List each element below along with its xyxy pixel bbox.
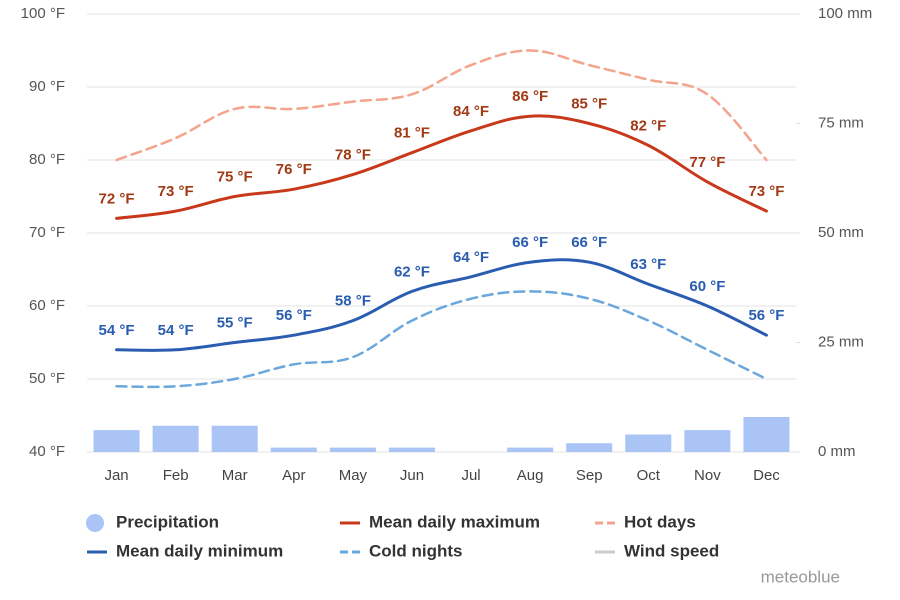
legend-item: Precipitation xyxy=(86,512,219,532)
y-tick-label: 100 °F xyxy=(21,5,65,22)
legend-label: Hot days xyxy=(624,512,696,531)
x-tick-label: Feb xyxy=(163,467,189,484)
data-label: 66 °F xyxy=(512,234,548,251)
legend-item: Hot days xyxy=(595,512,696,531)
series-line xyxy=(115,49,768,162)
data-label: 85 °F xyxy=(571,95,607,112)
y-tick-label: 40 °F xyxy=(29,443,65,460)
legend-label: Precipitation xyxy=(116,512,219,531)
data-label: 64 °F xyxy=(453,249,489,266)
legend-item: Cold nights xyxy=(340,541,462,560)
precip-bar xyxy=(388,447,435,452)
precip-bar xyxy=(566,443,613,452)
data-label: 55 °F xyxy=(217,314,253,331)
legend-item: Mean daily minimum xyxy=(87,541,283,560)
y-tick-label: 70 °F xyxy=(29,224,65,241)
data-label: 54 °F xyxy=(158,322,194,339)
x-tick-label: May xyxy=(339,467,368,484)
legend-item: Wind speed xyxy=(595,541,719,560)
data-label: 72 °F xyxy=(99,190,135,207)
precip-bar xyxy=(93,430,140,452)
precip-bar xyxy=(684,430,731,452)
precip-bar xyxy=(152,425,199,452)
x-tick-label: Sep xyxy=(576,467,603,484)
x-tick-label: Apr xyxy=(282,467,305,484)
data-label: 54 °F xyxy=(99,322,135,339)
data-label: 58 °F xyxy=(335,293,371,310)
x-tick-label: Mar xyxy=(222,467,248,484)
x-tick-label: Jun xyxy=(400,467,424,484)
x-tick-label: Jul xyxy=(461,467,480,484)
y-tick-label: 50 °F xyxy=(29,370,65,387)
data-label: 78 °F xyxy=(335,147,371,164)
legend-item: Mean daily maximum xyxy=(340,512,540,531)
y2-tick-label: 25 mm xyxy=(818,333,864,350)
series-line xyxy=(115,258,768,352)
y2-tick-label: 50 mm xyxy=(818,224,864,241)
legend-label: Wind speed xyxy=(624,541,719,560)
y-tick-label: 90 °F xyxy=(29,78,65,95)
precip-bar xyxy=(270,447,317,452)
x-tick-label: Nov xyxy=(694,467,721,484)
x-tick-label: Jan xyxy=(104,467,128,484)
data-label: 62 °F xyxy=(394,263,430,280)
x-tick-label: Aug xyxy=(517,467,544,484)
data-label: 73 °F xyxy=(748,183,784,200)
precip-bar xyxy=(625,434,672,452)
data-label: 86 °F xyxy=(512,88,548,105)
data-label: 56 °F xyxy=(276,307,312,324)
series-line xyxy=(115,290,768,389)
y-tick-label: 80 °F xyxy=(29,151,65,168)
legend-label: Mean daily minimum xyxy=(116,541,283,560)
precip-bar xyxy=(743,416,790,452)
x-tick-label: Oct xyxy=(637,467,661,484)
y2-tick-label: 0 mm xyxy=(818,443,856,460)
data-label: 56 °F xyxy=(748,307,784,324)
data-label: 60 °F xyxy=(689,278,725,295)
legend-marker xyxy=(86,514,104,532)
precip-bar xyxy=(329,447,376,452)
data-label: 84 °F xyxy=(453,103,489,120)
data-label: 63 °F xyxy=(630,256,666,273)
precip-bar xyxy=(211,425,258,452)
y-tick-label: 60 °F xyxy=(29,297,65,314)
data-label: 82 °F xyxy=(630,117,666,134)
legend-label: Mean daily maximum xyxy=(369,512,540,531)
watermark: meteoblue xyxy=(761,567,840,586)
data-label: 75 °F xyxy=(217,168,253,185)
series-line xyxy=(115,114,768,220)
y2-tick-label: 100 mm xyxy=(818,5,872,22)
precip-bar xyxy=(507,447,554,452)
data-label: 81 °F xyxy=(394,125,430,142)
data-label: 73 °F xyxy=(158,183,194,200)
data-label: 77 °F xyxy=(689,154,725,171)
data-label: 76 °F xyxy=(276,161,312,178)
legend-label: Cold nights xyxy=(369,541,462,560)
y2-tick-label: 75 mm xyxy=(818,114,864,131)
data-label: 66 °F xyxy=(571,234,607,251)
x-tick-label: Dec xyxy=(753,467,780,484)
